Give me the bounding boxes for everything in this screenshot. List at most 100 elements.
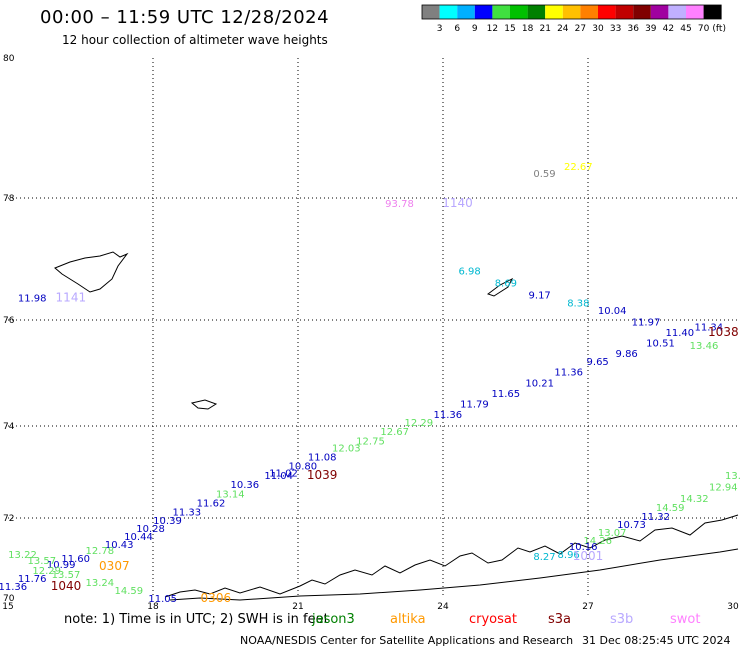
scale-tick-label: 12 (487, 24, 498, 34)
pass-time-label: 1141 (56, 291, 87, 305)
lat-tick-label: 70 (3, 594, 15, 604)
axis-labels: 15 18 21 24 27 30 70 72 74 76 78 80 (2, 54, 739, 610)
wave-height-label: 13.46 (690, 341, 719, 352)
lat-tick-label: 72 (3, 514, 14, 524)
wave-height-label: 12.75 (356, 436, 385, 447)
wave-height-label: 11.05 (148, 594, 177, 605)
wave-height-label: 8.27 (533, 552, 555, 563)
wave-height-label: 8.69 (495, 278, 517, 289)
pass-time-label: 1038 (708, 325, 739, 339)
wave-height-label: 8.38 (567, 299, 589, 310)
note-row: note: 1) Time is in UTC; 2) SWH is in fe… (0, 612, 740, 630)
wave-height-label: 11.36 (554, 368, 583, 379)
satellite-cryosat: cryosat (469, 612, 517, 627)
wave-height-label: 11.36 (0, 582, 27, 593)
scale-swatch (633, 5, 651, 19)
satellite-s3b: s3b (610, 612, 634, 627)
wave-height-label: 10.80 (289, 462, 318, 473)
satellite-altika: altika (390, 612, 426, 627)
map-title: 00:00 – 11:59 UTC 12/28/2024 (40, 7, 330, 28)
scale-swatch (598, 5, 616, 19)
scale-tick-label: 45 (680, 24, 691, 34)
satellite-jason3: jason3 (312, 612, 355, 627)
wave-height-label: 11.32 (641, 512, 670, 523)
scale-swatch (686, 5, 704, 19)
wave-height-label: 10.28 (136, 524, 165, 535)
wave-height-label: 22.67 (564, 162, 593, 173)
pass-time-label: 0306 (201, 591, 232, 605)
wave-height-label: 12.29 (405, 418, 434, 429)
svalbard-coastline (54, 251, 129, 293)
lon-tick-label: 21 (292, 602, 303, 610)
scale-swatch (510, 5, 528, 19)
footer: NOAA/NESDIS Center for Satellite Applica… (0, 634, 740, 648)
grid-lines (8, 58, 740, 598)
scale-swatch (492, 5, 510, 19)
pass-time-label: 0307 (99, 559, 130, 573)
scale-tick-label: 3 (437, 24, 443, 34)
pass-time-label: 1001 (573, 549, 604, 563)
footer-timestamp: 31 Dec 08:25:45 UTC 2024 (582, 634, 731, 647)
scale-tick-label: 33 (610, 24, 621, 34)
wave-height-label: 12.03 (332, 443, 361, 454)
wave-height-label: 11.62 (197, 499, 226, 510)
lat-tick-label: 80 (3, 54, 15, 64)
scale-tick-label: 18 (522, 24, 534, 34)
wave-height-label: 10.44 (124, 532, 153, 543)
wave-height-label: 11.79 (460, 399, 489, 410)
pass-time-label: 1040 (51, 579, 82, 593)
wave-height-label: 10.99 (47, 560, 76, 571)
scale-swatch (527, 5, 546, 19)
wave-height-label: 10.73 (617, 520, 646, 531)
wave-height-label: 10.36 (231, 480, 260, 491)
wave-height-label: 9.17 (529, 291, 551, 302)
wave-height-label: 14.59 (656, 503, 685, 514)
wave-height-label: 14.59 (115, 586, 144, 597)
norway-inland (169, 548, 739, 601)
lon-tick-label: 18 (147, 602, 159, 610)
observation-labels: 0.59 22.67 93.78 1140 11.98 1141 6.98 8.69 9.17 8… (0, 162, 740, 605)
scale-tick-label: 21 (539, 24, 550, 34)
satellite-s3a: s3a (548, 612, 572, 627)
bjornoya-island (190, 399, 218, 410)
wave-height-label: 11.97 (632, 317, 661, 328)
wave-height-label: 9.65 (587, 357, 609, 368)
wave-height-label: 11.04 (264, 471, 293, 482)
pass-time-label: 1039 (307, 468, 338, 482)
satellite-swot: swot (670, 612, 701, 627)
wave-height-label: 8.96 (558, 550, 580, 561)
scale-swatch (615, 5, 634, 19)
wave-height-label: 10.16 (569, 542, 598, 553)
wave-height-label: 13.57 (28, 556, 57, 567)
footer-source: NOAA/NESDIS Center for Satellite Applica… (240, 634, 574, 647)
wave-height-label: 9.86 (616, 349, 638, 360)
scale-swatch (474, 5, 493, 19)
wave-height-label: 12.94 (709, 482, 738, 493)
note-text: note: 1) Time is in UTC; 2) SWH is in fe… (64, 612, 329, 627)
wave-height-label: 11.02 (269, 469, 298, 480)
wave-height-label: 13.24 (86, 578, 115, 589)
wave-height-label: 13. (725, 471, 740, 482)
hopen-island (486, 277, 514, 297)
scale-unit: (ft) (712, 24, 726, 34)
norway-coastline (164, 514, 739, 598)
scale-frame (421, 4, 722, 20)
wave-height-label: 13.22 (8, 550, 37, 561)
scale-tick-label: 70 (698, 24, 710, 34)
lat-tick-label: 74 (3, 422, 15, 432)
wave-height-label: 12.67 (380, 427, 409, 438)
lon-tick-label: 27 (582, 602, 593, 610)
wave-height-label: 11.98 (18, 294, 47, 305)
lon-tick-label: 30 (727, 602, 739, 610)
wave-height-label: 11.65 (492, 389, 521, 400)
scale-swatch (562, 5, 581, 19)
wave-height-label: 10.43 (105, 540, 134, 551)
wave-height-label: 0.59 (533, 169, 555, 180)
scale-swatch (439, 5, 458, 19)
wave-height-label: 11.76 (18, 574, 47, 585)
scale-swatch (703, 5, 722, 19)
map-subtitle: 12 hour collection of altimeter wave hei… (62, 33, 328, 47)
scale-swatch (422, 5, 440, 19)
wave-height-label: 13.07 (598, 528, 627, 539)
